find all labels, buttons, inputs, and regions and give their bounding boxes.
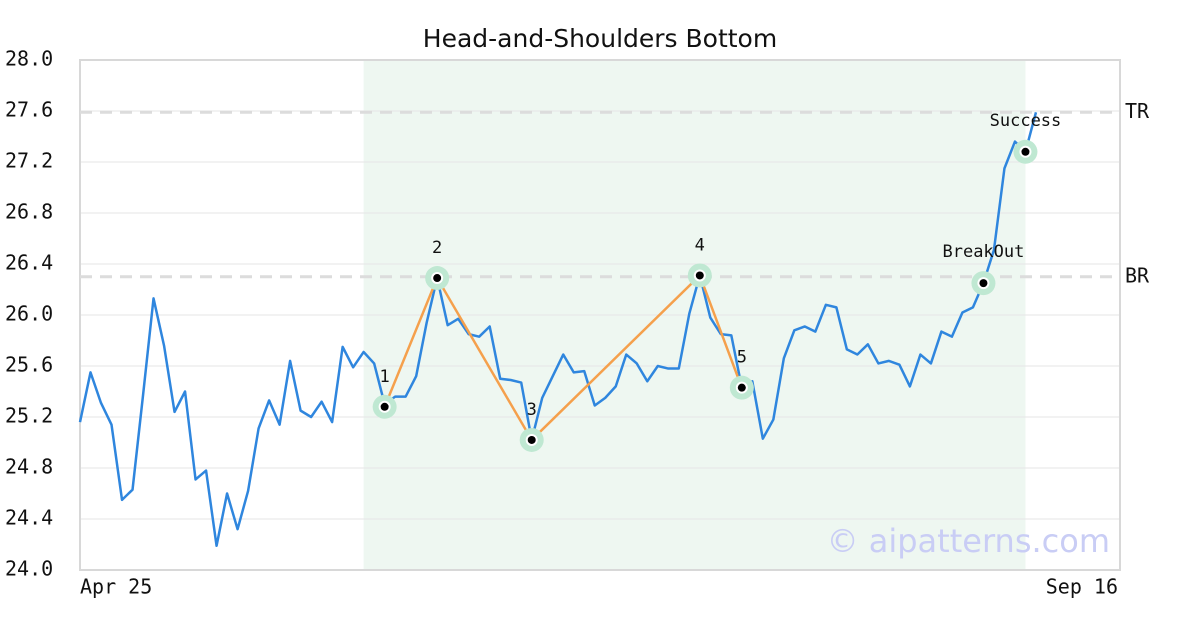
marker-dot xyxy=(1021,147,1030,156)
marker-label: Success xyxy=(990,111,1062,131)
y-tick-label: 24.0 xyxy=(5,557,53,581)
marker-dot xyxy=(433,274,442,283)
plot-border xyxy=(79,59,1121,571)
marker-label: BreakOut xyxy=(942,242,1024,262)
marker-dot xyxy=(737,383,746,392)
x-tick-label: Apr 25 xyxy=(80,575,152,599)
watermark: © aipatterns.com xyxy=(827,522,1110,560)
marker-dot xyxy=(527,435,536,444)
y-tick-label: 26.4 xyxy=(5,251,53,275)
y-tick-label: 24.8 xyxy=(5,455,53,479)
y-tick-label: 25.2 xyxy=(5,404,53,428)
marker-label: 4 xyxy=(695,235,705,255)
marker-dot xyxy=(979,279,988,288)
y-tick-label: 25.6 xyxy=(5,353,53,377)
level-label: TR xyxy=(1125,99,1150,123)
marker-label: 2 xyxy=(432,238,442,258)
y-tick-label: 26.8 xyxy=(5,200,53,224)
y-tick-label: 26.0 xyxy=(5,302,53,326)
chart-title: Head-and-Shoulders Bottom xyxy=(423,24,777,53)
y-tick-label: 27.2 xyxy=(5,149,53,173)
marker-dot xyxy=(695,271,704,280)
marker-label: 5 xyxy=(737,348,747,368)
x-tick-label: Sep 16 xyxy=(1046,575,1118,599)
y-tick-label: 24.4 xyxy=(5,506,53,530)
marker-label: 3 xyxy=(527,400,537,420)
marker-dot xyxy=(380,402,389,411)
y-tick-label: 28.0 xyxy=(5,47,53,71)
marker-label: 1 xyxy=(380,367,390,387)
level-label: BR xyxy=(1125,263,1150,287)
y-tick-label: 27.6 xyxy=(5,98,53,122)
price-line xyxy=(78,111,1038,548)
